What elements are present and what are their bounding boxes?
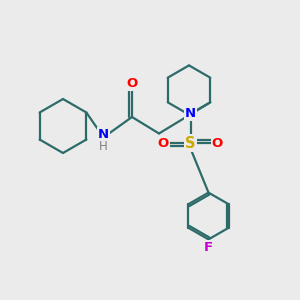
Text: N: N [185,106,196,120]
Text: O: O [212,136,223,150]
Text: O: O [126,77,138,90]
Text: S: S [185,136,196,151]
Text: H: H [99,140,108,154]
Text: F: F [204,241,213,254]
Text: O: O [158,136,169,150]
Text: N: N [98,128,109,142]
